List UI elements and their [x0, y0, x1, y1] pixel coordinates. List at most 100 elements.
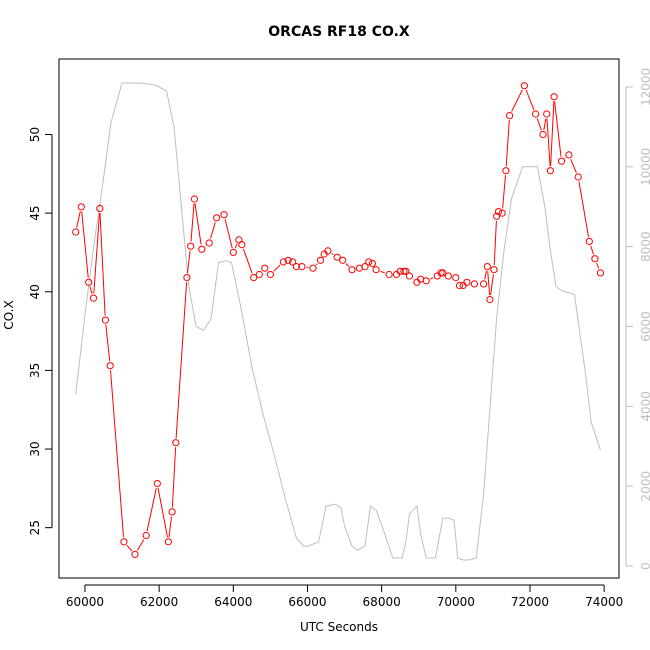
co-line-segment [570, 159, 577, 173]
co-line-segment [345, 263, 350, 267]
co-point [120, 538, 128, 546]
co-line-segment [493, 220, 497, 266]
co-line-segment [224, 219, 233, 249]
y-tick-label: 45 [28, 205, 42, 220]
co-line-segment [490, 274, 494, 296]
co-line-segment [546, 118, 551, 167]
altitude-series [75, 82, 601, 561]
co-point [591, 255, 599, 263]
co-line-segment [210, 222, 216, 239]
co-point [396, 267, 404, 275]
co-line-segment [315, 263, 318, 266]
co-point [309, 264, 317, 272]
co-point [250, 274, 258, 282]
co-line-segment [234, 243, 238, 249]
x-tick-label: 64000 [214, 595, 252, 609]
co-point [213, 214, 221, 222]
co-point [543, 110, 551, 118]
co-point [131, 550, 139, 559]
co-point [266, 270, 274, 279]
co-line-segment [331, 253, 334, 256]
y-tick-label: 30 [28, 441, 42, 456]
co-line-segment [146, 487, 157, 532]
co-point [255, 270, 263, 279]
co-point [183, 274, 191, 282]
co-line-segment [554, 101, 562, 157]
co-line-segment [105, 324, 111, 362]
co-point [348, 266, 356, 274]
y-tick-label: 35 [28, 363, 42, 378]
co-point [292, 263, 300, 271]
co-point [365, 258, 373, 266]
co-line-segment [596, 262, 600, 269]
co-point [422, 277, 430, 285]
co-line-segment [578, 181, 589, 237]
co-line-segment [273, 264, 281, 272]
y-tick-label: 50 [28, 127, 42, 142]
co-point [486, 296, 494, 304]
y2-tick-label: 12000 [639, 68, 650, 106]
co-point [289, 258, 297, 266]
co-line-segment [175, 282, 188, 439]
y-tick-label: 40 [28, 284, 42, 299]
co-point [480, 280, 488, 288]
x-tick-label: 66000 [288, 595, 326, 609]
co-line-segment [110, 370, 124, 538]
chart-title: ORCAS RF18 CO.X [268, 24, 410, 40]
co-point [168, 508, 176, 516]
co-point [284, 256, 292, 264]
co-point [490, 266, 498, 274]
plot-frame [58, 58, 620, 579]
co-point [101, 316, 110, 324]
co-point [494, 208, 503, 216]
co-point [142, 531, 150, 540]
co-point [85, 278, 93, 286]
co-line-segment [81, 211, 89, 278]
altitude-line [75, 82, 601, 561]
co-point [483, 263, 491, 271]
co-point [172, 439, 180, 447]
co-point [205, 239, 213, 247]
co-line-segment [136, 539, 145, 551]
y2-tick-label: 10000 [639, 148, 650, 186]
co-point [452, 274, 460, 282]
co-point [106, 362, 114, 370]
co-point [520, 82, 529, 90]
x-tick-label: 60000 [66, 595, 104, 609]
co-point [444, 272, 452, 280]
co-point [339, 256, 347, 264]
co-point [89, 294, 98, 302]
co-point [585, 237, 593, 245]
co-point [368, 259, 376, 268]
co-line-segment [76, 211, 81, 228]
y2-tick-label: 2000 [639, 471, 650, 502]
co-line-segment [590, 245, 594, 255]
co-point [153, 480, 161, 488]
co-point [190, 195, 198, 203]
co-point [238, 241, 246, 249]
co-point [72, 228, 80, 236]
y-tick-label: 25 [28, 520, 42, 535]
co-line-segment [536, 118, 542, 131]
co-point [77, 203, 85, 211]
co-point [574, 173, 582, 181]
x-tick-label: 74000 [585, 595, 623, 609]
y2-tick-label: 0 [639, 562, 650, 570]
co-point [400, 267, 408, 275]
y2-tick-label: 4000 [639, 391, 650, 422]
co-point [596, 269, 605, 277]
y2-tick-label: 8000 [639, 231, 650, 262]
co-series [72, 82, 605, 559]
co-point [361, 263, 369, 271]
co-point [565, 151, 573, 159]
co-point [279, 258, 287, 266]
co-line-segment [93, 212, 100, 294]
co-line-segment [511, 89, 523, 112]
co-point [498, 209, 506, 217]
co-line-segment [242, 248, 253, 274]
x-tick-label: 62000 [140, 595, 178, 609]
co-point [187, 242, 195, 250]
co-line-segment [505, 120, 510, 167]
co-point [532, 110, 540, 118]
